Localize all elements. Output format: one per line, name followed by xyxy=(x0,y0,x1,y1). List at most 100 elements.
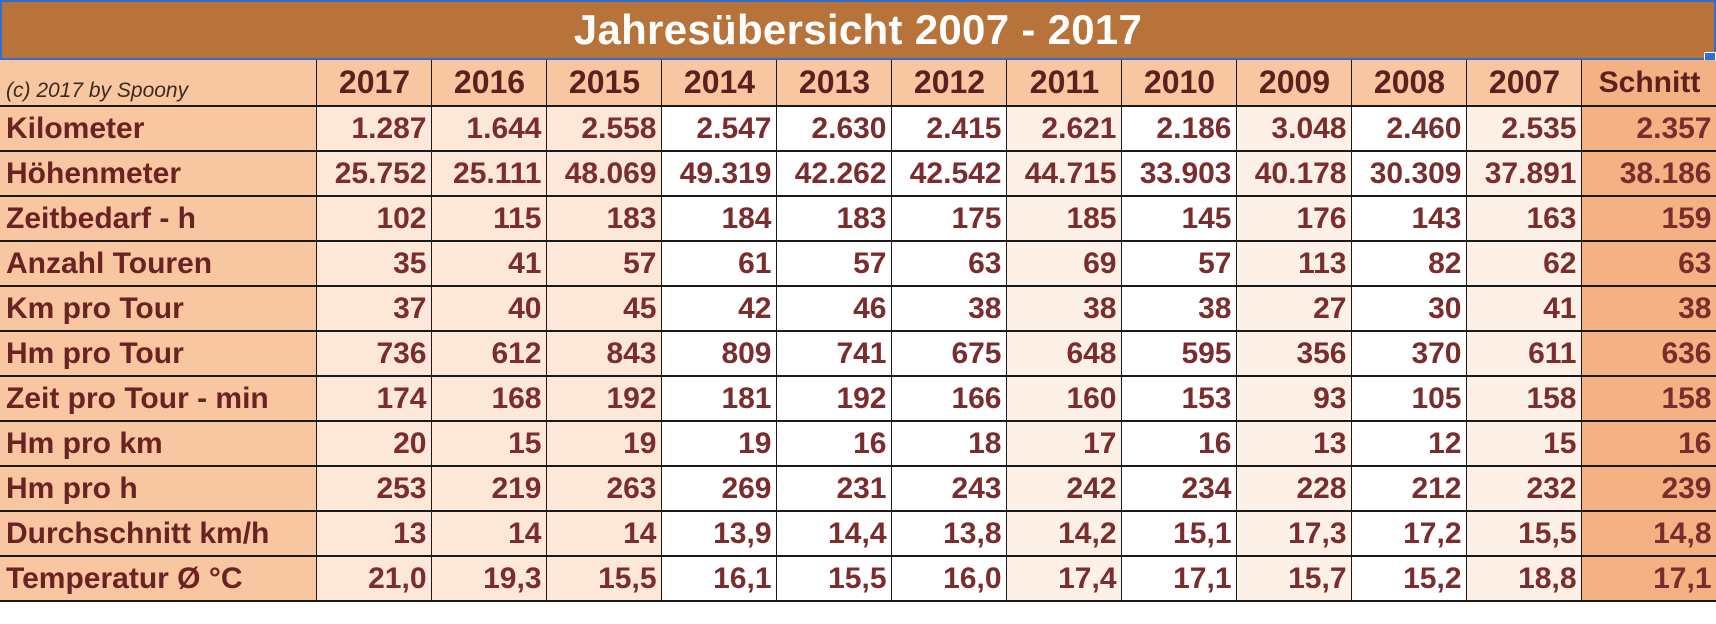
value-cell[interactable]: 41 xyxy=(1466,286,1582,332)
value-cell[interactable]: 234 xyxy=(1121,466,1237,512)
value-cell[interactable]: 48.069 xyxy=(546,151,662,197)
value-cell[interactable]: 14 xyxy=(431,511,547,557)
value-cell[interactable]: 219 xyxy=(431,466,547,512)
value-cell[interactable]: 38 xyxy=(891,286,1007,332)
year-header-cell[interactable]: 2013 xyxy=(776,60,892,107)
row-label-cell[interactable]: Hm pro h xyxy=(0,466,317,512)
value-cell[interactable]: 192 xyxy=(546,376,662,422)
value-cell[interactable]: 181 xyxy=(661,376,777,422)
average-cell[interactable]: 14,8 xyxy=(1581,511,1716,557)
average-cell[interactable]: 2.357 xyxy=(1581,106,1716,152)
value-cell[interactable]: 42.262 xyxy=(776,151,892,197)
value-cell[interactable]: 243 xyxy=(891,466,1007,512)
row-label-cell[interactable]: Zeit pro Tour - min xyxy=(0,376,317,422)
value-cell[interactable]: 19 xyxy=(661,421,777,467)
value-cell[interactable]: 174 xyxy=(316,376,432,422)
sheet-title[interactable]: Jahresübersicht 2007 - 2017 xyxy=(0,0,1716,60)
value-cell[interactable]: 16,1 xyxy=(661,556,777,602)
average-cell[interactable]: 17,1 xyxy=(1581,556,1716,602)
row-label-cell[interactable]: Hm pro Tour xyxy=(0,331,317,377)
row-label-cell[interactable]: Durchschnitt km/h xyxy=(0,511,317,557)
average-cell[interactable]: 159 xyxy=(1581,196,1716,242)
value-cell[interactable]: 113 xyxy=(1236,241,1352,287)
value-cell[interactable]: 19,3 xyxy=(431,556,547,602)
value-cell[interactable]: 356 xyxy=(1236,331,1352,377)
value-cell[interactable]: 163 xyxy=(1466,196,1582,242)
value-cell[interactable]: 17,4 xyxy=(1006,556,1122,602)
year-header-cell[interactable]: 2015 xyxy=(546,60,662,107)
value-cell[interactable]: 57 xyxy=(1121,241,1237,287)
value-cell[interactable]: 61 xyxy=(661,241,777,287)
value-cell[interactable]: 228 xyxy=(1236,466,1352,512)
value-cell[interactable]: 176 xyxy=(1236,196,1352,242)
value-cell[interactable]: 736 xyxy=(316,331,432,377)
value-cell[interactable]: 17 xyxy=(1006,421,1122,467)
row-label-cell[interactable]: Temperatur Ø °C xyxy=(0,556,317,602)
value-cell[interactable]: 143 xyxy=(1351,196,1467,242)
value-cell[interactable]: 231 xyxy=(776,466,892,512)
value-cell[interactable]: 57 xyxy=(546,241,662,287)
value-cell[interactable]: 17,3 xyxy=(1236,511,1352,557)
year-header-cell[interactable]: 2017 xyxy=(316,60,432,107)
value-cell[interactable]: 212 xyxy=(1351,466,1467,512)
value-cell[interactable]: 49.319 xyxy=(661,151,777,197)
value-cell[interactable]: 2.460 xyxy=(1351,106,1467,152)
value-cell[interactable]: 675 xyxy=(891,331,1007,377)
value-cell[interactable]: 185 xyxy=(1006,196,1122,242)
value-cell[interactable]: 15,2 xyxy=(1351,556,1467,602)
row-label-cell[interactable]: Kilometer xyxy=(0,106,317,152)
value-cell[interactable]: 16,0 xyxy=(891,556,1007,602)
value-cell[interactable]: 253 xyxy=(316,466,432,512)
value-cell[interactable]: 30 xyxy=(1351,286,1467,332)
value-cell[interactable]: 843 xyxy=(546,331,662,377)
value-cell[interactable]: 33.903 xyxy=(1121,151,1237,197)
average-cell[interactable]: 63 xyxy=(1581,241,1716,287)
value-cell[interactable]: 13,8 xyxy=(891,511,1007,557)
value-cell[interactable]: 13 xyxy=(316,511,432,557)
value-cell[interactable]: 45 xyxy=(546,286,662,332)
average-cell[interactable]: 16 xyxy=(1581,421,1716,467)
year-header-cell[interactable]: 2014 xyxy=(661,60,777,107)
value-cell[interactable]: 105 xyxy=(1351,376,1467,422)
value-cell[interactable]: 183 xyxy=(776,196,892,242)
value-cell[interactable]: 18,8 xyxy=(1466,556,1582,602)
value-cell[interactable]: 40.178 xyxy=(1236,151,1352,197)
row-label-cell[interactable]: Hm pro km xyxy=(0,421,317,467)
value-cell[interactable]: 42 xyxy=(661,286,777,332)
value-cell[interactable]: 370 xyxy=(1351,331,1467,377)
value-cell[interactable]: 2.186 xyxy=(1121,106,1237,152)
year-header-cell[interactable]: 2010 xyxy=(1121,60,1237,107)
value-cell[interactable]: 612 xyxy=(431,331,547,377)
average-cell[interactable]: 158 xyxy=(1581,376,1716,422)
value-cell[interactable]: 15,5 xyxy=(546,556,662,602)
value-cell[interactable]: 3.048 xyxy=(1236,106,1352,152)
value-cell[interactable]: 20 xyxy=(316,421,432,467)
value-cell[interactable]: 93 xyxy=(1236,376,1352,422)
average-header-cell[interactable]: Schnitt xyxy=(1581,60,1716,107)
value-cell[interactable]: 648 xyxy=(1006,331,1122,377)
value-cell[interactable]: 69 xyxy=(1006,241,1122,287)
value-cell[interactable]: 62 xyxy=(1466,241,1582,287)
value-cell[interactable]: 232 xyxy=(1466,466,1582,512)
value-cell[interactable]: 145 xyxy=(1121,196,1237,242)
value-cell[interactable]: 41 xyxy=(431,241,547,287)
value-cell[interactable]: 18 xyxy=(891,421,1007,467)
row-label-cell[interactable]: Km pro Tour xyxy=(0,286,317,332)
value-cell[interactable]: 35 xyxy=(316,241,432,287)
value-cell[interactable]: 37 xyxy=(316,286,432,332)
value-cell[interactable]: 102 xyxy=(316,196,432,242)
value-cell[interactable]: 15,7 xyxy=(1236,556,1352,602)
value-cell[interactable]: 30.309 xyxy=(1351,151,1467,197)
year-header-cell[interactable]: 2011 xyxy=(1006,60,1122,107)
year-header-cell[interactable]: 2007 xyxy=(1466,60,1582,107)
year-header-cell[interactable]: 2008 xyxy=(1351,60,1467,107)
value-cell[interactable]: 2.558 xyxy=(546,106,662,152)
value-cell[interactable]: 741 xyxy=(776,331,892,377)
value-cell[interactable]: 15,1 xyxy=(1121,511,1237,557)
value-cell[interactable]: 160 xyxy=(1006,376,1122,422)
value-cell[interactable]: 15,5 xyxy=(776,556,892,602)
year-header-cell[interactable]: 2012 xyxy=(891,60,1007,107)
value-cell[interactable]: 153 xyxy=(1121,376,1237,422)
value-cell[interactable]: 13 xyxy=(1236,421,1352,467)
value-cell[interactable]: 37.891 xyxy=(1466,151,1582,197)
